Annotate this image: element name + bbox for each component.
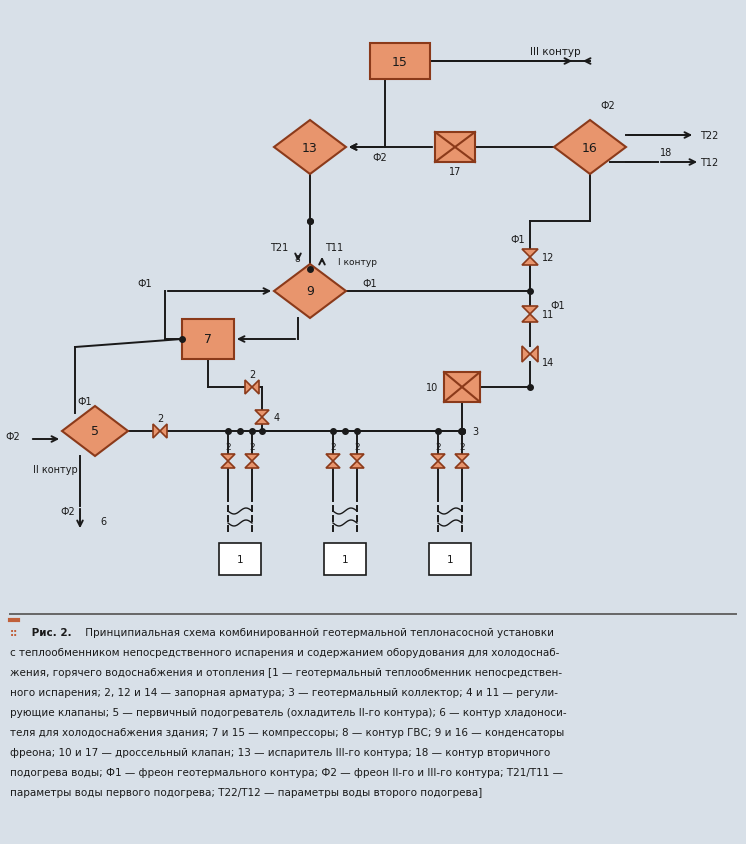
Text: 3: 3 <box>472 426 478 436</box>
FancyBboxPatch shape <box>324 544 366 576</box>
FancyBboxPatch shape <box>435 133 475 163</box>
Polygon shape <box>153 425 160 439</box>
Polygon shape <box>221 454 235 462</box>
Text: 1: 1 <box>236 555 243 565</box>
Text: 12: 12 <box>542 252 554 262</box>
Text: жения, горячего водоснабжения и отопления [1 — геотермальный теплообменник непос: жения, горячего водоснабжения и отоплени… <box>10 668 562 677</box>
Text: T21: T21 <box>270 243 288 252</box>
Polygon shape <box>221 462 235 468</box>
Text: 15: 15 <box>392 56 408 68</box>
FancyBboxPatch shape <box>444 372 480 403</box>
Text: 10: 10 <box>426 382 438 392</box>
Text: 2: 2 <box>225 443 231 452</box>
Text: ного испарения; 2, 12 и 14 — запорная арматура; 3 — геотермальный коллектор; 4 и: ного испарения; 2, 12 и 14 — запорная ар… <box>10 687 558 697</box>
Text: фреона; 10 и 17 — дроссельный клапан; 13 — испаритель III-го контура; 18 — конту: фреона; 10 и 17 — дроссельный клапан; 13… <box>10 747 551 757</box>
Text: Рис. 2.: Рис. 2. <box>28 627 72 637</box>
Polygon shape <box>431 462 445 468</box>
Text: Принципиальная схема комбинированной геотермальной теплонасосной установки: Принципиальная схема комбинированной гео… <box>82 627 554 637</box>
Text: III контур: III контур <box>530 47 580 57</box>
Text: Ф1: Ф1 <box>78 397 93 407</box>
Text: 9: 9 <box>306 285 314 298</box>
Text: рующие клапаны; 5 — первичный подогреватель (охладитель II-го контура); 6 — конт: рующие клапаны; 5 — первичный подогреват… <box>10 707 567 717</box>
Text: Ф2: Ф2 <box>5 431 20 441</box>
FancyBboxPatch shape <box>429 544 471 576</box>
Polygon shape <box>245 462 259 468</box>
Polygon shape <box>255 418 269 425</box>
Text: теля для холодоснабжения здания; 7 и 15 — компрессоры; 8 — контур ГВС; 9 и 16 — : теля для холодоснабжения здания; 7 и 15 … <box>10 728 564 737</box>
Text: Ф2: Ф2 <box>600 101 615 111</box>
Polygon shape <box>160 425 167 439</box>
Text: 11: 11 <box>542 310 554 320</box>
Text: 8: 8 <box>294 255 300 264</box>
Polygon shape <box>326 462 340 468</box>
Polygon shape <box>350 462 364 468</box>
Polygon shape <box>455 454 469 462</box>
Text: 1: 1 <box>447 555 454 565</box>
Polygon shape <box>274 265 346 319</box>
Polygon shape <box>522 257 538 266</box>
Text: II контур: II контур <box>33 464 78 474</box>
Text: 6: 6 <box>100 517 106 527</box>
Polygon shape <box>350 454 364 462</box>
Text: 2: 2 <box>157 414 163 424</box>
Text: 16: 16 <box>582 141 598 154</box>
Text: параметры воды первого подогрева; T22/T12 — параметры воды второго подогрева]: параметры воды первого подогрева; T22/T1… <box>10 787 482 797</box>
Text: 17: 17 <box>449 167 461 176</box>
Text: Ф2: Ф2 <box>372 153 387 163</box>
Text: 2: 2 <box>354 443 360 452</box>
Polygon shape <box>274 121 346 175</box>
Text: T22: T22 <box>700 131 718 141</box>
Text: ::: :: <box>10 627 18 637</box>
Polygon shape <box>455 462 469 468</box>
Text: 7: 7 <box>204 333 212 346</box>
Text: I контур: I контур <box>338 258 377 268</box>
Polygon shape <box>255 410 269 418</box>
Text: 2: 2 <box>249 370 255 380</box>
Polygon shape <box>522 347 530 363</box>
Polygon shape <box>554 121 626 175</box>
Text: Ф1: Ф1 <box>550 300 565 311</box>
Text: 2: 2 <box>249 443 255 452</box>
Polygon shape <box>522 250 538 257</box>
FancyBboxPatch shape <box>370 44 430 80</box>
Polygon shape <box>522 306 538 315</box>
Polygon shape <box>530 347 538 363</box>
Polygon shape <box>326 454 340 462</box>
Polygon shape <box>431 454 445 462</box>
Text: T11: T11 <box>325 243 343 252</box>
Text: Ф1: Ф1 <box>363 279 377 289</box>
Text: с теплообменником непосредственного испарения и содержанием оборудования для хол: с теплообменником непосредственного испа… <box>10 647 560 657</box>
Text: 2: 2 <box>460 443 465 452</box>
Polygon shape <box>252 381 259 394</box>
Polygon shape <box>62 407 128 457</box>
FancyBboxPatch shape <box>219 544 261 576</box>
Text: 2: 2 <box>330 443 336 452</box>
Polygon shape <box>245 381 252 394</box>
Text: подогрева воды; Ф1 — фреон геотермального контура; Ф2 — фреон II-го и III-го кон: подогрева воды; Ф1 — фреон геотермальног… <box>10 767 563 777</box>
Text: Ф1: Ф1 <box>510 235 525 245</box>
Text: 18: 18 <box>660 148 672 158</box>
Polygon shape <box>522 315 538 322</box>
Text: 13: 13 <box>302 141 318 154</box>
Text: Ф2: Ф2 <box>60 506 75 517</box>
Text: 14: 14 <box>542 358 554 368</box>
Polygon shape <box>245 454 259 462</box>
Text: Ф1: Ф1 <box>137 279 152 289</box>
Text: 2: 2 <box>435 443 441 452</box>
FancyBboxPatch shape <box>182 320 234 360</box>
Text: T12: T12 <box>700 158 718 168</box>
Text: 5: 5 <box>91 425 99 438</box>
Text: 4: 4 <box>274 413 280 423</box>
Text: 1: 1 <box>342 555 348 565</box>
